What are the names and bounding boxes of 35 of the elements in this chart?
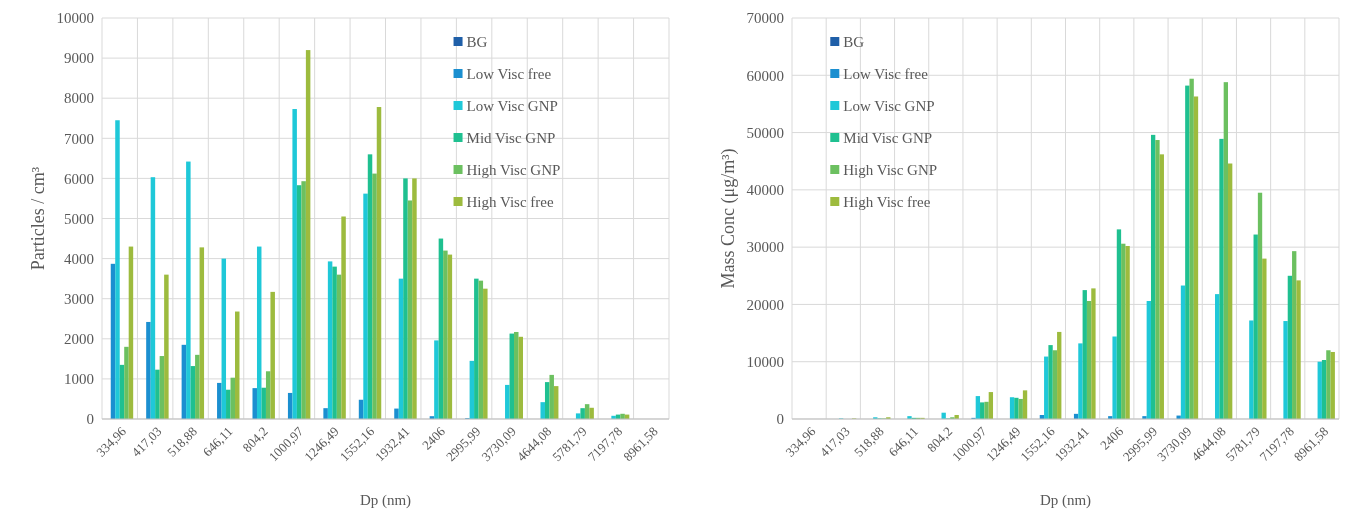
y-tick-label: 8000: [64, 90, 94, 107]
legend-label: Mid Visc GNP: [466, 130, 556, 147]
y-tick-label: 60000: [746, 67, 784, 84]
y-tick-label: 0: [86, 411, 94, 428]
legend-label: High Visc GNP: [466, 162, 561, 179]
y-tick-label: 0: [776, 411, 784, 428]
y-tick-label: 40000: [746, 182, 784, 199]
legend-label: Mid Visc GNP: [843, 130, 933, 147]
y-tick-label: 2000: [64, 331, 94, 348]
y-tick-label: 4000: [64, 250, 94, 267]
y-axis-title: Particles / cm³: [28, 166, 48, 271]
y-tick-label: 50000: [746, 124, 784, 141]
y-tick-label: 10000: [746, 353, 784, 370]
legend-label: High Visc free: [466, 194, 555, 211]
legend-label: BG: [466, 34, 488, 51]
legend-label: High Visc GNP: [843, 162, 938, 179]
y-tick-label: 70000: [746, 10, 784, 27]
legend-label: Low Visc GNP: [466, 98, 558, 115]
y-tick-label: 30000: [746, 239, 784, 256]
y-axis-title: Mass Conc (μg/m³): [718, 148, 739, 289]
x-axis-title: Dp (nm): [1039, 492, 1092, 509]
y-tick-label: 9000: [64, 50, 94, 67]
legend-label: High Visc free: [843, 194, 931, 211]
x-axis-title: Dp (nm): [359, 492, 412, 509]
legend-label: Low Visc free: [843, 66, 929, 83]
y-tick-label: 20000: [746, 296, 784, 313]
y-tick-label: 6000: [64, 170, 94, 187]
legend-label: Low Visc GNP: [843, 98, 935, 115]
y-tick-label: 10000: [56, 10, 94, 27]
y-tick-label: 3000: [64, 290, 94, 307]
y-tick-label: 7000: [64, 130, 94, 147]
y-tick-label: 5000: [64, 210, 94, 227]
legend-label: BG: [843, 34, 865, 51]
y-tick-label: 1000: [64, 371, 94, 388]
legend-label: Low Visc free: [466, 66, 552, 83]
